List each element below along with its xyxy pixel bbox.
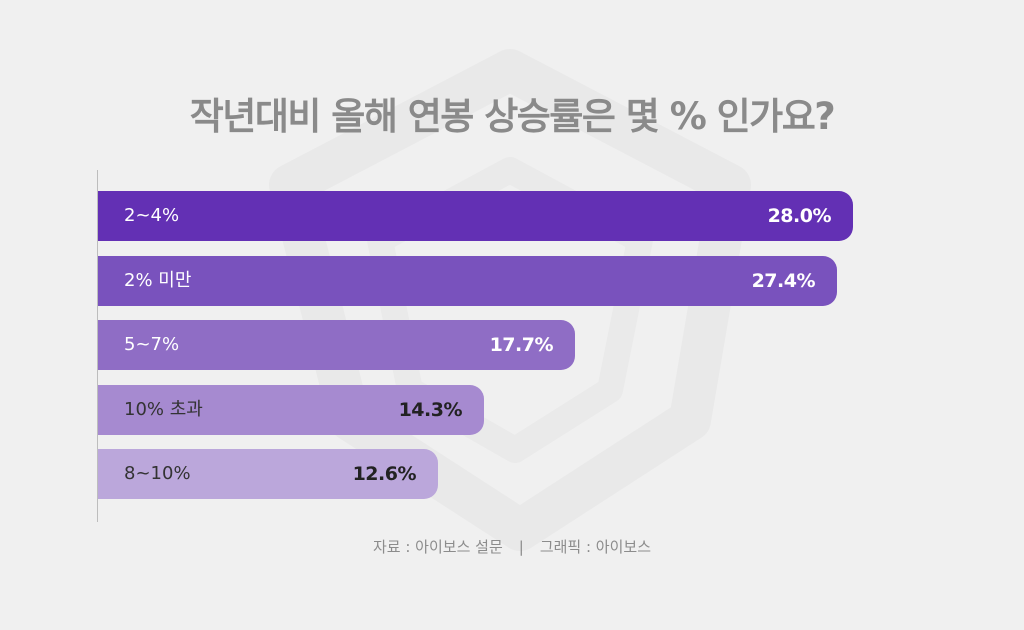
source-graphic: 그래픽 : 아이보스 (539, 538, 652, 556)
bar-3: 10% 초과 14.3% (98, 384, 484, 435)
bar-1: 2% 미만 27.4% (98, 255, 837, 306)
bar-value-label: 28.0% (767, 205, 832, 227)
bar-value-label: 14.3% (398, 398, 463, 421)
bar-value-label: 17.7% (489, 334, 554, 356)
source-caption: 자료 : 아이보스 설문 | 그래픽 : 아이보스 (0, 536, 1024, 557)
bar-4: 8~10% 12.6% (98, 449, 438, 499)
bar-2: 5~7% 17.7% (98, 320, 575, 370)
bar-chart: 2~4% 28.0% 2% 미만 27.4% 5~7% 17.7% 10% 초과 14.3% 8… (98, 0, 998, 630)
bar-0: 2~4% 28.0% (98, 191, 853, 241)
source-survey: 자료 : 아이보스 설문 (372, 538, 503, 556)
bar-category-label: 8~10% (124, 463, 191, 484)
bar-category-label: 10% 초과 (124, 398, 203, 420)
bar-category-label: 2% 미만 (124, 269, 192, 291)
bar-value-label: 12.6% (352, 463, 417, 485)
source-separator: | (518, 538, 524, 556)
bar-category-label: 5~7% (124, 334, 180, 355)
bar-value-label: 27.4% (751, 269, 816, 292)
y-axis-line (97, 170, 98, 522)
bar-category-label: 2~4% (124, 205, 180, 226)
chart-title: 작년대비 올해 연봉 상승률은 몇 % 인가요? (189, 95, 836, 138)
